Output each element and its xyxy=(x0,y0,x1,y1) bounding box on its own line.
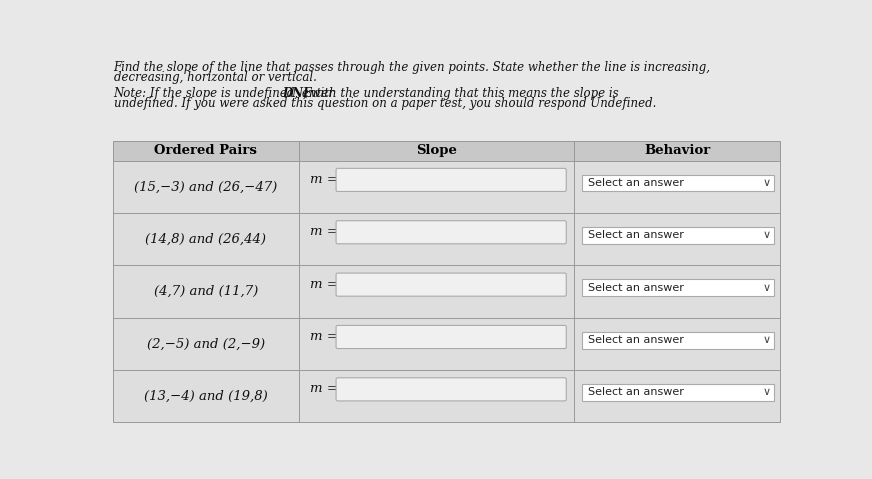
Bar xyxy=(299,141,574,160)
Text: (4,7) and (11,7): (4,7) and (11,7) xyxy=(153,285,258,298)
Text: Select an answer: Select an answer xyxy=(588,178,684,188)
Text: (14,8) and (26,44): (14,8) and (26,44) xyxy=(146,233,266,246)
Text: decreasing, horizontal or vertical.: decreasing, horizontal or vertical. xyxy=(113,70,317,83)
Bar xyxy=(574,265,780,318)
Text: ∨: ∨ xyxy=(762,283,770,293)
Bar xyxy=(582,227,774,244)
Bar xyxy=(112,265,299,318)
Bar xyxy=(299,370,574,422)
Text: ∨: ∨ xyxy=(762,230,770,240)
Text: DNE: DNE xyxy=(283,87,312,100)
Text: ∨: ∨ xyxy=(762,388,770,398)
Text: m =: m = xyxy=(310,173,337,186)
FancyBboxPatch shape xyxy=(336,168,566,192)
Bar xyxy=(574,160,780,213)
Bar xyxy=(299,318,574,370)
Text: Select an answer: Select an answer xyxy=(588,230,684,240)
Text: m =: m = xyxy=(310,382,337,396)
Text: Find the slope of the line that passes through the given points. State whether t: Find the slope of the line that passes t… xyxy=(113,60,711,74)
Bar xyxy=(299,160,574,213)
Bar xyxy=(582,384,774,401)
Bar xyxy=(574,370,780,422)
Text: Select an answer: Select an answer xyxy=(588,283,684,293)
Text: (15,−3) and (26,−47): (15,−3) and (26,−47) xyxy=(134,180,277,194)
Text: ∨: ∨ xyxy=(762,178,770,188)
Text: (2,−5) and (2,−9): (2,−5) and (2,−9) xyxy=(146,337,265,351)
Text: Ordered Pairs: Ordered Pairs xyxy=(154,144,257,157)
Bar xyxy=(112,318,299,370)
Bar xyxy=(299,213,574,265)
Bar xyxy=(574,141,780,160)
Text: m =: m = xyxy=(310,330,337,343)
Text: Select an answer: Select an answer xyxy=(588,388,684,398)
Bar xyxy=(112,213,299,265)
Text: Behavior: Behavior xyxy=(644,144,710,157)
Bar xyxy=(582,279,774,296)
FancyBboxPatch shape xyxy=(336,221,566,244)
FancyBboxPatch shape xyxy=(336,325,566,349)
Bar xyxy=(582,331,774,349)
Text: m =: m = xyxy=(310,278,337,291)
Text: , with the understanding that this means the slope is: , with the understanding that this means… xyxy=(303,87,618,100)
Bar xyxy=(299,265,574,318)
Text: (13,−4) and (19,8): (13,−4) and (19,8) xyxy=(144,390,268,403)
Bar xyxy=(112,160,299,213)
Text: undefined. If you were asked this question on a paper test, you should respond U: undefined. If you were asked this questi… xyxy=(113,97,656,110)
Text: m =: m = xyxy=(310,225,337,239)
Text: Slope: Slope xyxy=(416,144,457,157)
Bar xyxy=(574,318,780,370)
Bar xyxy=(574,213,780,265)
Text: Note: If the slope is undefined, enter: Note: If the slope is undefined, enter xyxy=(113,87,338,100)
FancyBboxPatch shape xyxy=(336,273,566,296)
FancyBboxPatch shape xyxy=(336,378,566,401)
Bar xyxy=(582,174,774,192)
Text: Select an answer: Select an answer xyxy=(588,335,684,345)
Text: ∨: ∨ xyxy=(762,335,770,345)
Bar xyxy=(112,141,299,160)
Bar xyxy=(112,370,299,422)
